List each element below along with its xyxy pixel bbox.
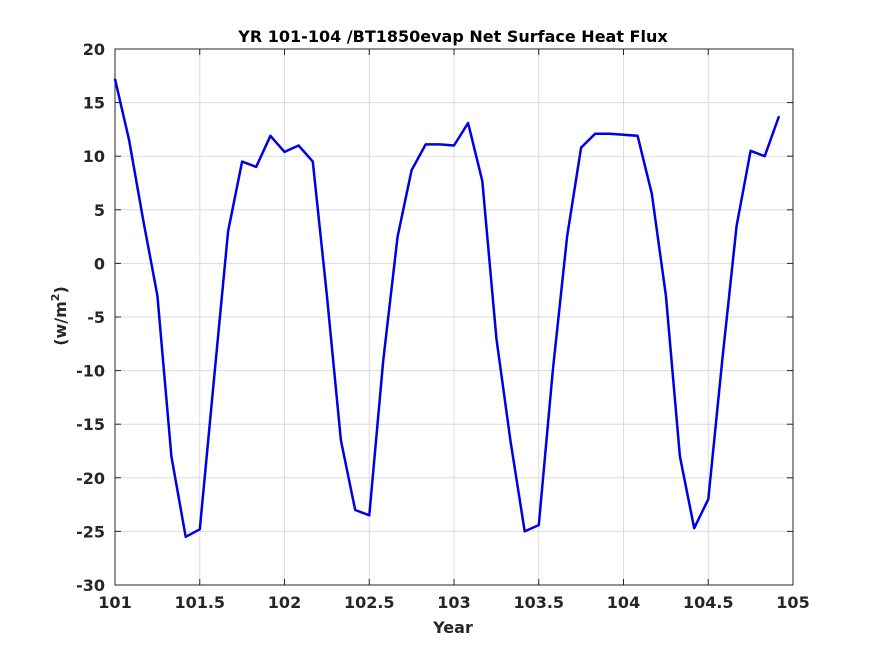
- data-point: [495, 337, 498, 340]
- data-point: [396, 235, 399, 238]
- data-point: [523, 530, 526, 533]
- grid: [114, 48, 794, 586]
- data-point: [227, 230, 229, 233]
- x-tick-label: 103: [437, 593, 470, 612]
- y-tick-label: -10: [76, 362, 105, 381]
- x-tick-label: 104: [607, 593, 640, 612]
- data-point: [283, 151, 286, 153]
- data-point: [622, 133, 625, 136]
- data-point: [156, 294, 159, 297]
- data-point: [735, 225, 738, 227]
- y-axis-label-close: ): [51, 286, 70, 293]
- y-tick-label: 15: [83, 94, 105, 113]
- data-point: [297, 144, 300, 147]
- y-axis-label-base: (w/m: [51, 301, 70, 346]
- data-point: [382, 359, 385, 361]
- data-point: [693, 527, 695, 529]
- data-point: [580, 146, 582, 149]
- x-tick-label: 101.5: [174, 593, 225, 612]
- data-point: [665, 294, 667, 297]
- x-tick-label: 103.5: [513, 593, 564, 612]
- y-axis-label-superscript: 2: [49, 294, 62, 302]
- x-tick-label: 105: [776, 593, 809, 612]
- data-point: [651, 192, 653, 195]
- data-point: [269, 135, 272, 137]
- y-tick-label: 10: [83, 147, 105, 166]
- y-tick-label: 20: [83, 40, 105, 59]
- x-axis-label: Year: [432, 618, 473, 637]
- data-point: [354, 509, 356, 511]
- series-line: [113, 78, 781, 539]
- data-point: [410, 169, 413, 171]
- data-point: [636, 135, 639, 137]
- data-point: [114, 78, 116, 80]
- x-tick-label: 102.5: [344, 593, 395, 612]
- data-point: [170, 455, 173, 458]
- data-point: [453, 144, 455, 147]
- series-layer: [113, 78, 781, 539]
- x-tick-label: 101: [98, 593, 131, 612]
- data-point: [749, 150, 752, 152]
- y-tick-label: 0: [94, 254, 105, 273]
- data-point: [608, 132, 611, 135]
- data-point: [721, 359, 724, 361]
- data-point: [679, 455, 681, 458]
- data-point: [467, 122, 469, 124]
- data-point: [552, 369, 554, 372]
- data-point: [778, 115, 780, 118]
- x-tick-label: 104.5: [683, 593, 734, 612]
- y-tick-label: -25: [76, 522, 105, 541]
- data-point: [340, 439, 342, 442]
- data-point: [213, 380, 215, 383]
- data-point: [509, 439, 512, 442]
- data-point: [326, 294, 328, 297]
- y-tick-label: -5: [87, 308, 105, 327]
- y-tick-label: -20: [76, 469, 105, 488]
- data-point: [537, 524, 540, 526]
- ticks: 101 101.5 102 102.5 103 103.5 104 104.5 105-30-2…: [76, 40, 810, 612]
- data-point: [198, 528, 201, 531]
- data-point: [241, 160, 243, 163]
- chart-title: YR 101-104 /BT1850evap Net Surface Heat …: [237, 27, 668, 46]
- y-axis-label: (w/m2): [49, 286, 70, 346]
- y-tick-label: 5: [94, 201, 105, 220]
- data-point: [439, 143, 441, 146]
- data-point: [566, 235, 568, 238]
- data-point: [255, 166, 257, 168]
- y-tick-label: -15: [76, 415, 105, 434]
- data-point: [763, 155, 766, 157]
- data-point: [481, 180, 484, 182]
- data-point: [184, 535, 187, 538]
- data-point: [424, 143, 427, 146]
- data-point: [368, 514, 371, 517]
- data-point: [594, 132, 596, 135]
- data-point: [707, 498, 710, 501]
- x-tick-label: 102: [268, 593, 301, 612]
- y-tick-label: -30: [76, 576, 105, 595]
- data-point: [128, 139, 130, 141]
- data-point: [312, 160, 314, 163]
- data-point: [142, 219, 145, 222]
